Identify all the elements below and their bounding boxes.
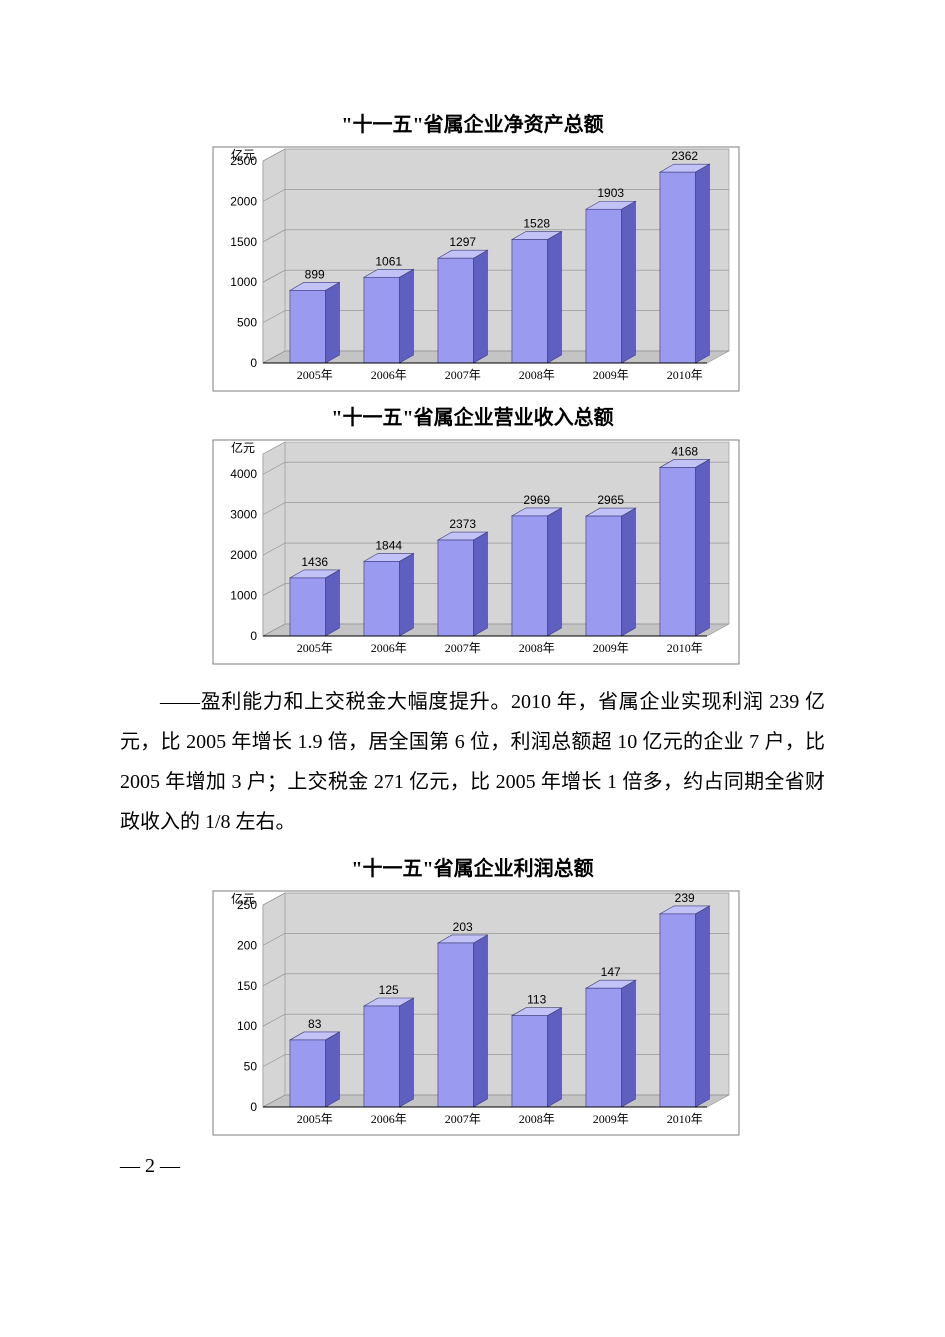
svg-text:899: 899 <box>304 267 324 281</box>
chart1-svg: 05001000150020002500亿元8992005年10612006年1… <box>203 143 743 393</box>
chart3-svg: 050100150200250亿元832005年1252006年2032007年… <box>203 887 743 1137</box>
svg-text:50: 50 <box>243 1060 257 1074</box>
svg-text:2007年: 2007年 <box>444 368 480 382</box>
svg-text:亿元: 亿元 <box>230 440 254 455</box>
svg-text:2009年: 2009年 <box>592 641 628 655</box>
svg-text:2007年: 2007年 <box>444 1112 480 1126</box>
svg-text:4168: 4168 <box>671 444 698 458</box>
chart1-container: 05001000150020002500亿元8992005年10612006年1… <box>203 143 743 393</box>
svg-text:2009年: 2009年 <box>592 368 628 382</box>
svg-text:2362: 2362 <box>671 149 698 163</box>
svg-text:203: 203 <box>452 920 472 934</box>
svg-text:100: 100 <box>236 1019 256 1033</box>
svg-text:2006年: 2006年 <box>370 368 406 382</box>
svg-text:2007年: 2007年 <box>444 641 480 655</box>
svg-text:0: 0 <box>250 356 257 370</box>
svg-text:1436: 1436 <box>301 555 328 569</box>
svg-text:2005年: 2005年 <box>296 1112 332 1126</box>
svg-text:2010年: 2010年 <box>666 368 702 382</box>
svg-text:147: 147 <box>600 965 620 979</box>
svg-text:2005年: 2005年 <box>296 368 332 382</box>
svg-text:2373: 2373 <box>449 517 476 531</box>
svg-text:2009年: 2009年 <box>592 1112 628 1126</box>
svg-text:2006年: 2006年 <box>370 1112 406 1126</box>
svg-text:239: 239 <box>674 891 694 905</box>
svg-text:亿元: 亿元 <box>230 891 254 906</box>
chart3-container: 050100150200250亿元832005年1252006年2032007年… <box>203 887 743 1137</box>
svg-text:1528: 1528 <box>523 217 550 231</box>
svg-text:2000: 2000 <box>230 548 257 562</box>
page-number: — 2 — <box>120 1155 825 1178</box>
svg-text:0: 0 <box>250 629 257 643</box>
svg-text:2008年: 2008年 <box>518 1112 554 1126</box>
svg-text:2969: 2969 <box>523 493 550 507</box>
svg-text:2006年: 2006年 <box>370 641 406 655</box>
svg-text:200: 200 <box>236 938 256 952</box>
svg-text:3000: 3000 <box>230 508 257 522</box>
svg-text:2008年: 2008年 <box>518 641 554 655</box>
svg-text:1000: 1000 <box>230 589 257 603</box>
svg-text:亿元: 亿元 <box>230 147 254 162</box>
chart2-title: "十一五"省属企业营业收入总额 <box>120 401 825 430</box>
svg-text:125: 125 <box>378 983 398 997</box>
svg-text:83: 83 <box>308 1017 322 1031</box>
svg-text:0: 0 <box>250 1100 257 1114</box>
svg-text:1061: 1061 <box>375 254 402 268</box>
svg-text:1500: 1500 <box>230 235 257 249</box>
svg-text:2010年: 2010年 <box>666 1112 702 1126</box>
svg-text:2965: 2965 <box>597 493 624 507</box>
svg-text:500: 500 <box>236 316 256 330</box>
body-paragraph: ——盈利能力和上交税金大幅度提升。2010 年，省属企业实现利润 239 亿元，… <box>120 682 825 842</box>
svg-text:2008年: 2008年 <box>518 368 554 382</box>
svg-text:150: 150 <box>236 979 256 993</box>
svg-text:1844: 1844 <box>375 538 402 552</box>
svg-text:4000: 4000 <box>230 467 257 481</box>
chart3-title: "十一五"省属企业利润总额 <box>120 852 825 881</box>
svg-text:1903: 1903 <box>597 186 624 200</box>
page-container: "十一五"省属企业净资产总额 05001000150020002500亿元899… <box>0 0 945 1218</box>
svg-text:113: 113 <box>527 993 546 1007</box>
chart2-container: 0 1000 2000 3000 4000 亿元 1436 2005年 1844 2006年 237… <box>203 436 743 666</box>
chart2-svg: 0 1000 2000 3000 4000 亿元 1436 2005年 1844 2006年 237… <box>203 436 743 666</box>
svg-text:2000: 2000 <box>230 194 257 208</box>
chart1-title: "十一五"省属企业净资产总额 <box>120 108 825 137</box>
svg-text:1000: 1000 <box>230 275 257 289</box>
svg-text:1297: 1297 <box>449 235 476 249</box>
svg-text:2010年: 2010年 <box>666 641 702 655</box>
svg-text:2005年: 2005年 <box>296 641 332 655</box>
